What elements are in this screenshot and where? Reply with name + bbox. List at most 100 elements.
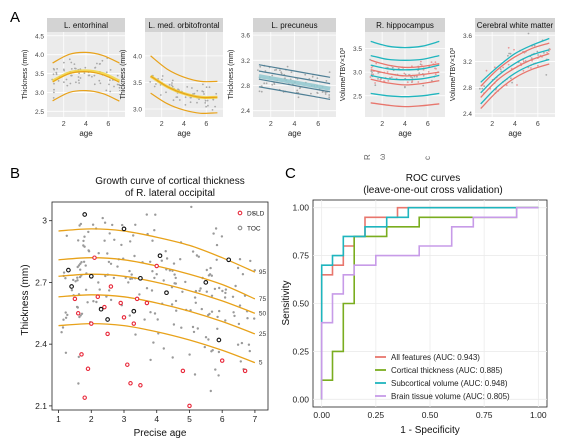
data-point-a4 [370, 66, 373, 69]
toc-point [74, 280, 77, 283]
data-point-a3 [297, 96, 300, 99]
data-point-a2 [186, 86, 189, 88]
x-tick-a3: 6 [316, 121, 320, 128]
toc-point [145, 287, 149, 290]
toc-point [199, 287, 202, 290]
toc-point [209, 266, 212, 270]
data-point-a1 [105, 89, 108, 92]
toc-point [151, 270, 154, 273]
data-point-a3 [328, 94, 331, 96]
fit-curve-a4-7 [370, 78, 440, 86]
stray-label-3: c [423, 156, 432, 160]
data-point-a4 [434, 61, 437, 64]
data-point-a2 [191, 87, 193, 89]
data-point-a4 [387, 80, 390, 82]
toc-point [76, 276, 79, 279]
toc-point [192, 330, 196, 334]
data-point-a1 [93, 83, 96, 86]
dsld-point [138, 383, 143, 388]
data-point-a5 [537, 54, 539, 56]
toc-point [195, 254, 199, 257]
toc-highlight-point [66, 267, 71, 273]
data-point-a1 [57, 80, 60, 82]
toc-point [65, 234, 69, 237]
data-point-a2 [171, 82, 173, 84]
dsld-point [82, 395, 87, 400]
toc-point [208, 312, 211, 316]
legend-label-1: All features (AUC: 0.943) [391, 353, 480, 362]
y-tick-a1: 2.5 [35, 109, 44, 116]
dsld-point [85, 366, 91, 372]
data-point-a1 [63, 81, 65, 84]
toc-point [205, 290, 208, 293]
data-point-a3 [279, 69, 281, 72]
toc-point [150, 289, 154, 292]
data-point-a3 [304, 73, 307, 76]
toc-point [143, 318, 146, 321]
toc-point [193, 296, 197, 299]
y-tick-a1: 3.0 [35, 90, 44, 97]
chart-b-y-tick: 2.1 [35, 401, 47, 411]
data-point-a4 [413, 75, 416, 78]
toc-point [83, 245, 86, 248]
toc-point [145, 213, 148, 216]
toc-point [134, 223, 137, 226]
data-point-a4 [404, 73, 407, 76]
data-point-a3 [316, 91, 319, 94]
toc-point [103, 221, 107, 224]
toc-highlight-point [88, 273, 94, 279]
y-tick-a3: 2.8 [241, 83, 250, 90]
data-point-a5 [508, 52, 510, 55]
toc-point [130, 273, 133, 276]
data-point-a1 [93, 74, 96, 77]
data-point-a3 [258, 90, 261, 93]
toc-point [191, 325, 195, 329]
data-point-a1 [52, 67, 55, 70]
data-point-a1 [70, 74, 72, 77]
toc-point [121, 223, 124, 227]
subplot-a2: L. med. orbitofrontal 3.0 3.5 4.0 2 4 6 age Thic… [120, 18, 223, 138]
data-point-a4 [374, 84, 377, 87]
chart-c-y-tick: 0.50 [292, 299, 309, 309]
data-point-a5 [527, 32, 530, 35]
toc-point [132, 234, 135, 237]
fit-curve-a2-2 [150, 92, 218, 114]
y-tick-a3: 3.2 [241, 58, 250, 65]
data-point-a4 [372, 73, 375, 76]
data-point-a5 [530, 67, 532, 69]
chart-b-x-tick: 4 [154, 414, 159, 424]
toc-point [62, 318, 65, 321]
toc-point [171, 356, 174, 359]
data-point-a5 [502, 66, 504, 69]
panel-label-b: B [10, 165, 20, 182]
legend-marker-toc [237, 225, 243, 231]
data-point-a4 [434, 73, 437, 76]
toc-point [210, 310, 214, 313]
x-tick-a3: 2 [269, 121, 273, 128]
data-point-a2 [168, 83, 171, 86]
chart-b-x-tick: 2 [89, 414, 94, 424]
data-point-a5 [485, 69, 488, 72]
toc-highlight-point [138, 275, 143, 281]
toc-point [234, 284, 237, 288]
strip-a1 [47, 18, 125, 32]
data-point-a5 [510, 77, 512, 80]
chart-c-x-tick: 0.75 [476, 410, 493, 420]
dsld-point [128, 381, 133, 386]
data-point-a1 [118, 83, 120, 86]
data-point-a3 [263, 82, 266, 85]
x-axis-label-a3: age [288, 129, 302, 138]
y-axis-label-a1: Thickness (mm) [22, 50, 29, 100]
toc-point [210, 274, 213, 277]
legend-marker-dsld [237, 210, 243, 216]
data-point-a1 [53, 82, 55, 85]
legend-label-4: Brain tissue volume (AUC: 0.805) [391, 392, 510, 401]
data-point-a3 [290, 71, 293, 73]
data-point-a2 [204, 99, 207, 102]
x-tick-a5: 6 [536, 121, 540, 128]
chart-b-y-tick: 2.4 [35, 339, 47, 349]
toc-point [153, 229, 156, 232]
dsld-point [102, 304, 107, 310]
data-point-a2 [178, 99, 181, 101]
strip-title-a1: L. entorhinal [64, 21, 108, 30]
